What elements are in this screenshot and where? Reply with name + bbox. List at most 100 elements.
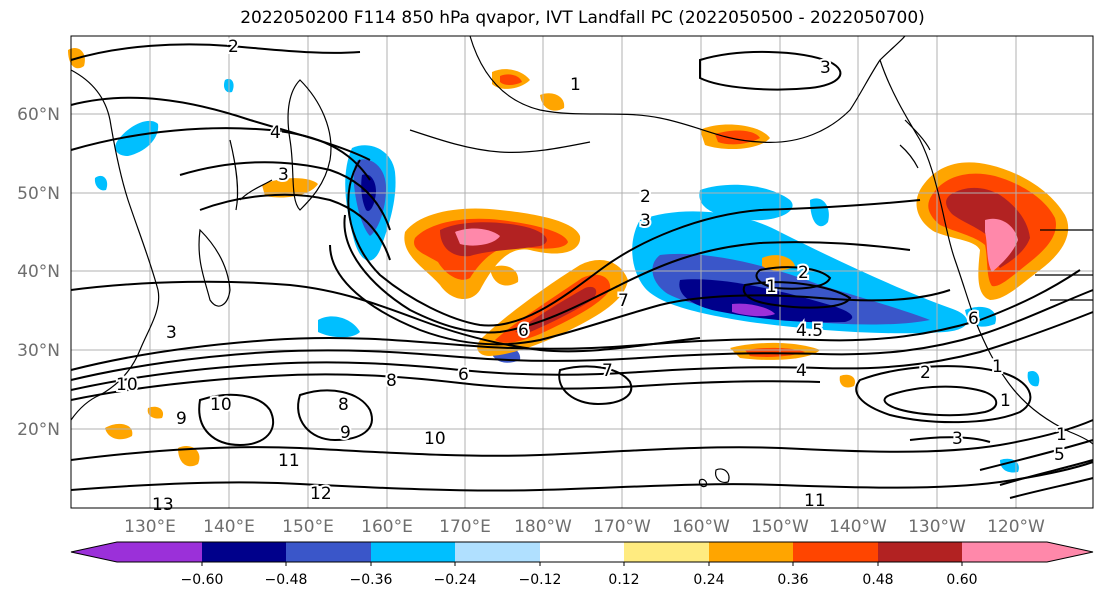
contour-label: 10 [116, 375, 138, 395]
colorbar-bin [878, 542, 962, 562]
lat-label: 40°N [17, 262, 60, 282]
colorbar-tick-label: 0.48 [862, 572, 893, 588]
colorbar-bin [117, 542, 202, 562]
contour-label: 3 [278, 165, 289, 185]
lon-label: 170°E [439, 517, 491, 537]
lat-labels: 60°N 50°N 40°N 30°N 20°N [17, 105, 60, 440]
pos-patch-6b [500, 74, 522, 85]
contour-label: 13 [152, 495, 174, 515]
pos-region-north-peak [455, 228, 500, 246]
coast-sakhalin [229, 139, 239, 211]
colorbar-bin [286, 542, 371, 562]
map-frame [70, 35, 1094, 509]
neg-patch-4 [810, 198, 829, 227]
contour-label: 6 [518, 321, 529, 341]
contour-label: 4.5 [796, 321, 823, 341]
colorbar-tick-label: −0.60 [181, 572, 224, 588]
pos-patch-4 [105, 423, 133, 440]
colorbar-bin [455, 542, 540, 562]
contour-label: 4 [796, 361, 807, 381]
coast-bc-islands [899, 119, 931, 169]
colorbar-tick-label: 0.12 [608, 572, 639, 588]
pos-region-westcoast-peak [985, 218, 1018, 272]
colorbar-tick-label: 0.60 [946, 572, 977, 588]
contour-label: 9 [340, 423, 351, 443]
contour-label: 8 [386, 371, 397, 391]
contour-label: 11 [804, 491, 826, 511]
map-title: 2022050200 F114 850 hPa qvapor, IVT Land… [240, 8, 925, 28]
pos-patch-5 [178, 445, 200, 467]
colorbar-bin [624, 542, 709, 562]
colorbar-tick-label: −0.36 [350, 572, 393, 588]
contour-label: 3 [640, 211, 651, 231]
colorbar-low-extend [71, 542, 117, 562]
lon-label: 120°W [987, 517, 1045, 537]
lon-label: 130°W [908, 517, 966, 537]
hawaii [698, 468, 730, 488]
contour-label: 5 [1054, 445, 1065, 465]
contour-label: 6 [968, 309, 979, 329]
pos-patch-11 [839, 374, 856, 388]
coast-aleutians [409, 129, 591, 153]
colorbar: −0.60 −0.48 −0.36 −0.24 −0.12 0.12 0.24 … [70, 541, 1094, 588]
neg-patch-7 [94, 175, 108, 191]
contour-label: 10 [424, 429, 446, 449]
contour-label: 1 [1000, 391, 1011, 411]
colorbar-high-extend [1047, 542, 1093, 562]
colorbar-bin [962, 542, 1047, 562]
contour-label: 9 [176, 409, 187, 429]
lon-label: 140°E [203, 517, 255, 537]
neg-patch-9 [1027, 370, 1040, 387]
contour-label: 2 [920, 363, 931, 383]
coast-kamchatka [287, 79, 332, 211]
colorbar-tick-label: 0.24 [693, 572, 724, 588]
contour-label: 6 [458, 365, 469, 385]
lon-label: 150°W [751, 517, 809, 537]
contour-label: 10 [210, 395, 232, 415]
neg-patch-2 [318, 316, 360, 338]
lat-label: 20°N [17, 420, 60, 440]
contour-label: 11 [278, 451, 300, 471]
colorbar-bin [371, 542, 455, 562]
coast-alaska [469, 35, 906, 143]
contour-label: 3 [820, 58, 831, 78]
neg-region-upper-lob [699, 184, 793, 221]
neg-region-central-core [679, 279, 853, 323]
lon-labels: 130°E 140°E 150°E 160°E 170°E 180°W 170°… [124, 517, 1045, 537]
lon-label: 180°W [514, 517, 572, 537]
contour-label: 1 [1056, 425, 1067, 445]
lon-label: 150°E [282, 517, 334, 537]
contour-label: 3 [166, 323, 177, 343]
colorbar-tick-label: −0.12 [519, 572, 562, 588]
lon-label: 130°E [124, 517, 176, 537]
colorbar-bin [793, 542, 878, 562]
colorbar-bin [202, 542, 286, 562]
neg-patch-1 [115, 120, 159, 156]
contour-labels: 2 3 1 4 3 2 3 2 1 4.5 6 7 8 6 7 10 9 10 … [114, 35, 1069, 517]
lon-label: 170°W [593, 517, 651, 537]
colorbar-tick-label: −0.24 [434, 572, 477, 588]
ivt-contours [70, 43, 1094, 499]
contour-label: 4 [270, 123, 281, 143]
contour-label: 7 [602, 361, 613, 381]
pos-patch-12 [147, 406, 164, 419]
pos-patch-7 [540, 93, 565, 111]
contour-label: 1 [570, 75, 581, 95]
colorbar-bin [540, 542, 624, 562]
neg-region-central-peak [732, 303, 775, 317]
coast-japan [198, 228, 231, 307]
contour-label: 1 [766, 277, 777, 297]
contour-label: 12 [310, 484, 332, 504]
contour-label: 2 [798, 263, 809, 283]
lat-label: 50°N [17, 184, 60, 204]
contour-label: 7 [618, 291, 629, 311]
lat-label: 30°N [17, 341, 60, 361]
contour-label: 2 [228, 37, 239, 57]
lon-label: 160°W [672, 517, 730, 537]
contour-label: 8 [338, 395, 349, 415]
contour-label: 2 [640, 187, 651, 207]
colorbar-tick-label: −0.48 [265, 572, 308, 588]
lat-label: 60°N [17, 105, 60, 125]
colorbar-outline [70, 541, 1094, 563]
